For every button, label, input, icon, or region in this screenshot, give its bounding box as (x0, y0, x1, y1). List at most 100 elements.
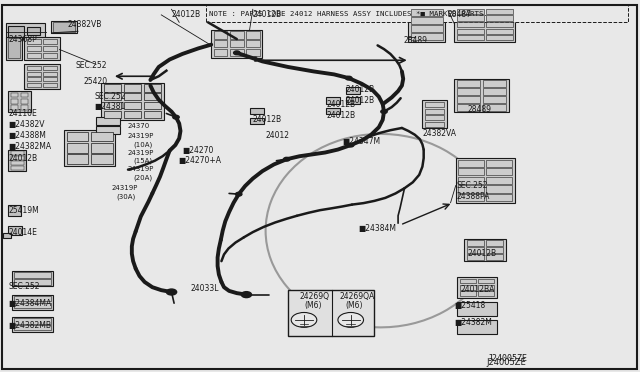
Bar (144, 93, 161, 100)
Circle shape (291, 312, 317, 327)
Bar (486, 177, 512, 184)
Bar (64, 130, 115, 166)
Bar (467, 240, 484, 246)
Bar (457, 89, 480, 95)
Text: 24269Q: 24269Q (300, 292, 330, 301)
Bar (246, 49, 260, 56)
Bar (44, 39, 57, 44)
Text: ■25418: ■25418 (454, 301, 486, 310)
Bar (8, 205, 21, 216)
Bar (67, 132, 88, 141)
Text: 28487: 28487 (448, 10, 472, 19)
Bar (486, 22, 513, 27)
Circle shape (338, 312, 364, 327)
Circle shape (166, 289, 177, 295)
Bar (144, 102, 161, 109)
Text: 24269QA: 24269QA (339, 292, 374, 301)
Bar (486, 194, 512, 201)
Bar (458, 186, 484, 193)
Bar (483, 104, 506, 111)
Bar (91, 143, 113, 153)
Bar (408, 7, 445, 42)
Bar (214, 31, 227, 39)
Bar (486, 29, 513, 33)
Text: (20A): (20A) (133, 174, 152, 181)
Bar (27, 46, 41, 51)
Text: ■24384M: ■24384M (358, 224, 396, 233)
Text: 28489: 28489 (403, 36, 428, 45)
Bar (478, 279, 494, 283)
Circle shape (173, 115, 179, 119)
Text: (M6): (M6) (346, 301, 363, 310)
Bar (11, 166, 24, 170)
Bar (425, 109, 444, 114)
Bar (104, 93, 121, 100)
Text: 24012B: 24012B (326, 100, 356, 109)
Text: SEC.252: SEC.252 (8, 282, 40, 291)
Bar (11, 161, 24, 164)
Bar (27, 39, 41, 44)
Bar (67, 154, 88, 164)
Bar (457, 16, 484, 20)
Bar (486, 186, 512, 193)
Bar (214, 49, 227, 56)
Text: SEC.252: SEC.252 (76, 61, 107, 70)
Bar (486, 9, 513, 14)
Circle shape (234, 51, 240, 55)
Text: (30A): (30A) (116, 193, 136, 200)
Bar (230, 31, 244, 39)
Bar (14, 279, 51, 285)
Bar (24, 64, 60, 89)
Bar (14, 272, 51, 278)
Bar (3, 233, 11, 238)
Text: ■24382V: ■24382V (8, 120, 45, 129)
Bar (411, 25, 443, 32)
Bar (124, 102, 141, 109)
Circle shape (346, 76, 352, 80)
Text: ■24382M: ■24382M (454, 318, 492, 327)
Bar (14, 318, 51, 324)
Bar (460, 285, 476, 290)
Bar (14, 325, 51, 330)
Bar (486, 240, 503, 246)
Bar (27, 83, 41, 87)
Circle shape (284, 157, 290, 161)
Bar (53, 22, 75, 32)
Bar (346, 97, 360, 104)
Text: 24012B: 24012B (346, 96, 375, 105)
Bar (457, 9, 484, 14)
Bar (6, 23, 45, 39)
Text: ■24384MA: ■24384MA (8, 299, 52, 308)
Bar (11, 151, 24, 155)
Bar (211, 30, 262, 58)
Bar (458, 177, 484, 184)
Bar (460, 291, 476, 296)
Bar (67, 143, 88, 153)
Bar (457, 104, 480, 111)
Bar (457, 35, 484, 40)
Text: 28489: 28489 (467, 105, 492, 114)
Bar (411, 9, 443, 16)
Text: 24319P: 24319P (128, 133, 154, 139)
Bar (44, 83, 57, 87)
Bar (486, 35, 513, 40)
Bar (11, 93, 19, 97)
Circle shape (348, 143, 354, 147)
Bar (486, 160, 512, 167)
Bar (44, 77, 57, 81)
Text: 24382VA: 24382VA (422, 129, 456, 138)
Bar (457, 277, 497, 298)
Text: (10A): (10A) (133, 141, 152, 148)
Text: (M6): (M6) (305, 301, 322, 310)
Text: 24382VB: 24382VB (67, 20, 102, 29)
Text: J24005ZE: J24005ZE (486, 358, 526, 367)
Text: 24012B: 24012B (346, 85, 375, 94)
Bar (478, 285, 494, 290)
Circle shape (236, 192, 242, 196)
Bar (411, 33, 443, 40)
Bar (246, 31, 260, 39)
Text: 24033L: 24033L (191, 284, 220, 293)
Bar (44, 46, 57, 51)
Bar (486, 16, 513, 20)
Bar (458, 194, 484, 201)
